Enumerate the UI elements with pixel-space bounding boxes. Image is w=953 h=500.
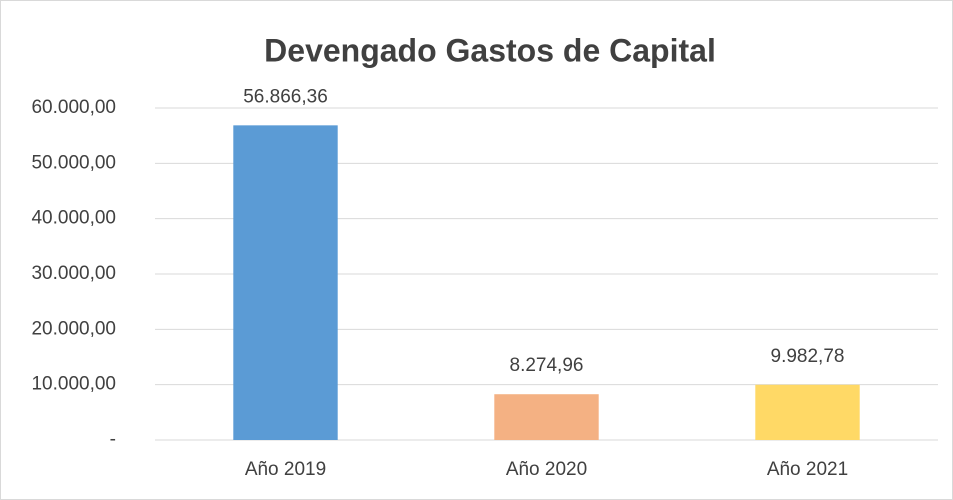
y-tick-label: 20.000,00	[31, 318, 116, 339]
chart-title: Devengado Gastos de Capital	[264, 32, 716, 68]
bar	[755, 384, 860, 440]
y-tick-label: 40.000,00	[31, 208, 116, 229]
bar	[233, 125, 338, 440]
data-label: 8.274,96	[510, 355, 584, 376]
y-tick-label: -	[110, 429, 116, 450]
y-tick-label: 30.000,00	[31, 263, 116, 284]
data-label: 9.982,78	[771, 346, 845, 367]
data-label: 56.866,36	[243, 86, 328, 107]
x-tick-label: Año 2019	[245, 459, 326, 480]
x-tick-label: Año 2020	[506, 459, 587, 480]
y-tick-label: 10.000,00	[31, 374, 116, 395]
y-tick-label: 60.000,00	[31, 97, 116, 118]
x-tick-label: Año 2021	[767, 459, 848, 480]
y-tick-label: 50.000,00	[31, 152, 116, 173]
bar	[494, 394, 599, 440]
